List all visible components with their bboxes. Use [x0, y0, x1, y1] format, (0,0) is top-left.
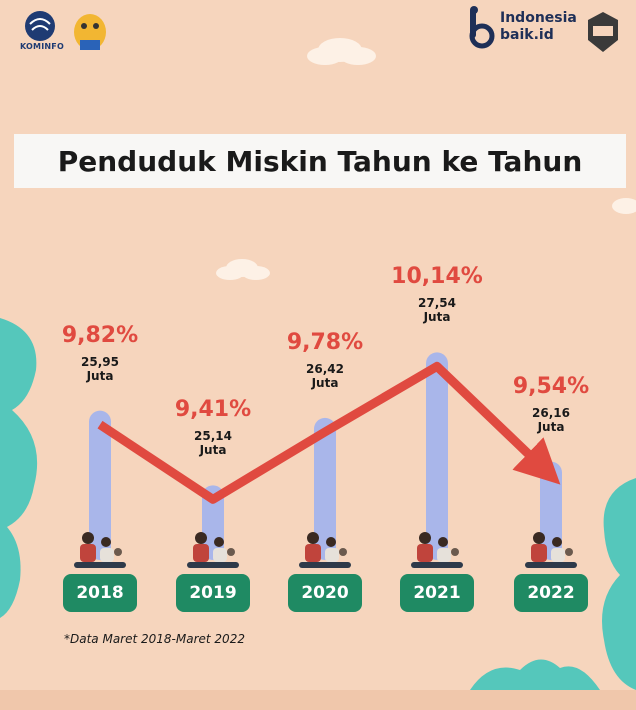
- tree-right-icon: [602, 478, 636, 690]
- ground: [0, 690, 636, 710]
- bar-2018: [89, 410, 111, 560]
- footnote: *Data Maret 2018-Maret 2022: [64, 632, 245, 646]
- kominfo-logo: [25, 11, 106, 50]
- cloud-icon: [216, 259, 270, 280]
- year-2018: 2018: [63, 574, 137, 612]
- count-label-2019: 25,14 Juta: [194, 429, 232, 458]
- bars: [89, 352, 562, 560]
- kominfo-logo-text: KOMINFO: [20, 42, 64, 51]
- percent-label-2021: 10,14%: [391, 264, 483, 290]
- year-2021: 2021: [400, 574, 474, 612]
- bar-2020: [314, 417, 336, 560]
- trend-line: [97, 361, 561, 504]
- chart-title: Penduduk Miskin Tahun ke Tahun: [57, 144, 583, 178]
- title-box: Penduduk Miskin Tahun ke Tahun: [14, 134, 626, 188]
- people-icon: [187, 532, 239, 568]
- award-badge-icon: [588, 12, 618, 52]
- grass-icon: [470, 659, 600, 690]
- cloud-icon: [307, 38, 376, 65]
- indonesia-baik-line1: Indonesia: [500, 10, 577, 26]
- people-icon: [411, 532, 463, 568]
- percent-label-2022: 9,54%: [512, 373, 590, 399]
- trend-arrow: [97, 361, 561, 504]
- bar-2021: [426, 352, 448, 560]
- indonesia-baik-logo: [469, 6, 495, 49]
- count-label-2020: 26,42 Juta: [306, 361, 344, 390]
- indonesia-baik-line2: baik.id: [500, 27, 554, 43]
- percent-label-2019: 9,41%: [174, 397, 252, 423]
- percent-label-2020: 9,78%: [286, 329, 364, 355]
- people-icon: [299, 532, 351, 568]
- year-2022: 2022: [514, 574, 588, 612]
- people-icon: [74, 532, 126, 568]
- bar-2022: [540, 461, 562, 560]
- cloud-icon: [612, 198, 636, 214]
- tree-left-icon: [0, 318, 38, 618]
- year-2020: 2020: [288, 574, 362, 612]
- count-label-2022: 26,16 Juta: [532, 405, 570, 434]
- year-2019: 2019: [176, 574, 250, 612]
- count-label-2021: 27,54 Juta: [418, 296, 456, 325]
- count-label-2018: 25,95 Juta: [81, 354, 119, 383]
- percent-label-2018: 9,82%: [61, 322, 139, 348]
- people-icon: [525, 532, 577, 568]
- people-illustrations: [74, 532, 577, 568]
- mascot-icon: [74, 14, 106, 50]
